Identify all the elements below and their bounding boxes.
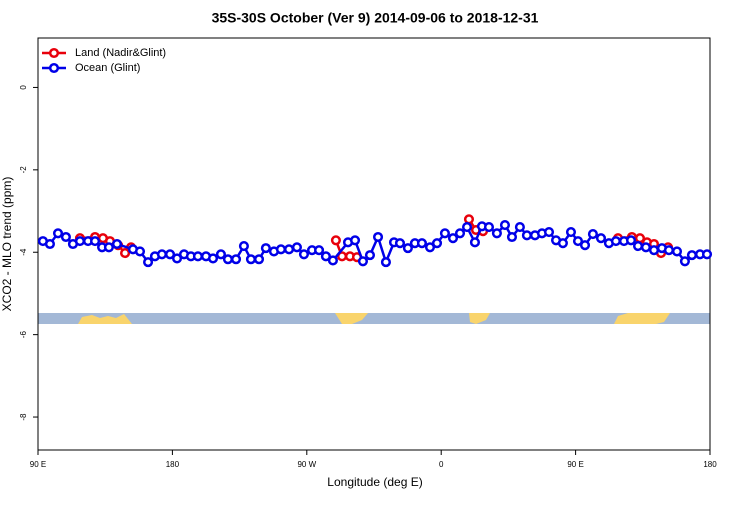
series-point [283, 244, 295, 255]
series-point [89, 236, 101, 247]
series-point [215, 249, 226, 260]
x-tick-label: 180 [166, 460, 180, 469]
series-point [372, 231, 384, 243]
series-point [349, 235, 361, 246]
series-point [103, 242, 114, 253]
series-point [402, 243, 413, 254]
series-point [648, 245, 660, 256]
series-point [469, 237, 480, 248]
legend-marker [48, 47, 60, 59]
series-point [327, 255, 338, 266]
chart-title: 35S-30S October (Ver 9) 2014-09-06 to 20… [212, 10, 539, 26]
series-point [74, 236, 86, 247]
series-point [671, 246, 683, 257]
series-point [222, 254, 234, 265]
series-point [416, 238, 427, 249]
series-point [491, 228, 502, 239]
series-point [320, 251, 331, 262]
legend-label: Land (Nadir&Glint) [75, 47, 166, 59]
series-point [543, 227, 555, 238]
series-point [557, 238, 568, 249]
series-point [447, 233, 459, 244]
series-point [253, 254, 265, 265]
series-point [595, 233, 607, 244]
y-tick-label: -8 [19, 413, 28, 421]
series-point [357, 256, 368, 267]
series-point [275, 244, 287, 255]
series-point [111, 238, 123, 250]
series-point [483, 222, 495, 233]
series-point [514, 222, 525, 233]
series-point [60, 231, 71, 243]
x-tick-label: 0 [439, 460, 444, 469]
series-point [380, 257, 391, 268]
series-point [686, 250, 697, 261]
legend-marker [48, 62, 60, 74]
series-point [394, 238, 406, 249]
series-point [156, 249, 167, 260]
x-axis-label: Longitude (deg E) [327, 475, 422, 489]
series-point [120, 248, 131, 259]
series-point [701, 249, 713, 260]
series-point [364, 250, 376, 261]
series-point [454, 228, 466, 239]
series-point [171, 253, 183, 264]
series-point [640, 242, 651, 253]
land-map-strip [38, 313, 710, 324]
series-point [632, 241, 644, 252]
series-point [260, 243, 271, 254]
legend-label: Ocean (Glint) [75, 62, 140, 74]
series-point [245, 254, 256, 265]
y-tick-label: 0 [19, 85, 28, 90]
y-tick-label: -2 [19, 166, 28, 174]
series-point [579, 240, 591, 251]
series-point [610, 236, 621, 247]
series-point [572, 236, 584, 247]
series-point [44, 238, 55, 250]
series-point [230, 254, 242, 265]
series-point [143, 257, 154, 268]
series-point [298, 249, 310, 260]
x-tick-label: 90 E [30, 460, 46, 469]
series-point [506, 231, 518, 243]
y-tick-label: -4 [19, 248, 28, 256]
series-point [238, 241, 249, 252]
series-point [424, 242, 436, 253]
series-point [134, 246, 146, 257]
series-point [52, 228, 64, 239]
series-point [291, 242, 302, 253]
series-point [679, 256, 690, 267]
series-point [463, 214, 475, 225]
series-point [499, 219, 511, 231]
series-point [207, 253, 219, 264]
series-point [663, 245, 674, 256]
series-point [461, 222, 473, 233]
plot-frame [37, 37, 711, 451]
series-point [192, 251, 203, 262]
series-point [164, 249, 176, 260]
series-point [431, 238, 443, 249]
x-tick-label: 180 [703, 460, 717, 469]
x-tick-label: 90 W [297, 460, 316, 469]
series-point [625, 235, 637, 246]
x-tick-label: 90 E [567, 460, 583, 469]
series-point [521, 230, 532, 241]
series-point [313, 245, 325, 256]
series-point [330, 235, 341, 246]
series-point [439, 228, 450, 239]
series-point [587, 229, 598, 240]
y-axis-label: XCO2 - MLO trend (ppm) [0, 177, 14, 312]
y-tick-label: -6 [19, 331, 28, 339]
series-point [565, 227, 577, 238]
